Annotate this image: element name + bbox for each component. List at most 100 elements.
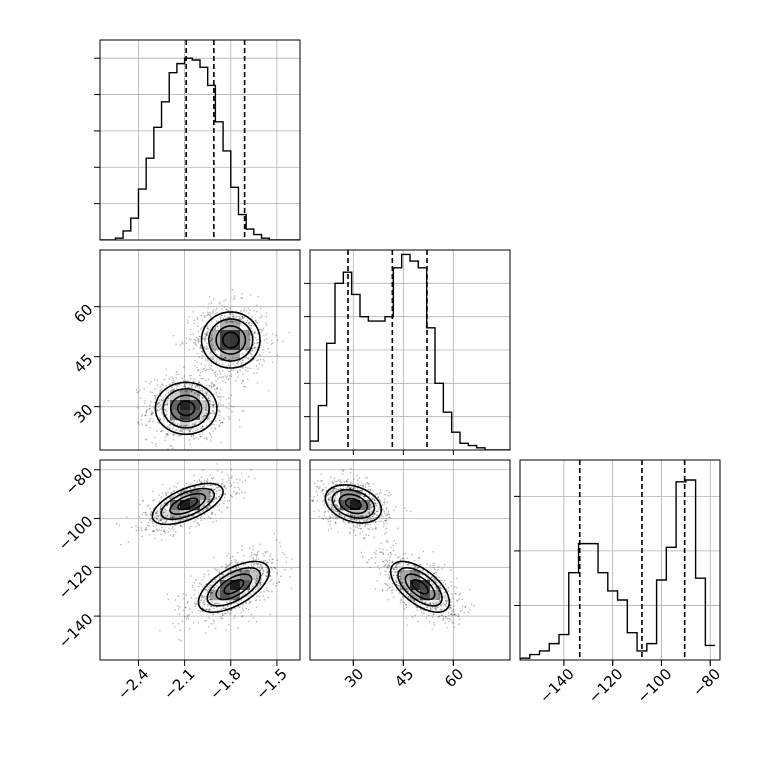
- scatter-point: [346, 486, 348, 489]
- scatter-point: [222, 380, 224, 382]
- scatter-point: [248, 322, 250, 324]
- scatter-point: [367, 523, 369, 526]
- x-tick-label: 60: [441, 665, 467, 691]
- scatter-point: [432, 613, 435, 616]
- scatter-point: [218, 414, 220, 416]
- scatter-point: [337, 488, 340, 491]
- scatter-point: [137, 526, 139, 529]
- scatter-point: [247, 594, 249, 597]
- scatter-point: [353, 515, 356, 518]
- scatter-point: [188, 532, 191, 534]
- scatter-point: [171, 517, 174, 519]
- scatter-point: [250, 327, 252, 329]
- density-cell: [170, 410, 181, 421]
- scatter-point: [241, 604, 244, 606]
- scatter-point: [207, 348, 209, 351]
- scatter-point: [247, 608, 250, 611]
- scatter-point: [198, 335, 201, 338]
- scatter-point: [393, 509, 395, 511]
- scatter-point: [211, 334, 213, 337]
- scatter-point: [279, 575, 282, 578]
- scatter-point: [398, 582, 400, 585]
- scatter-point: [223, 357, 226, 360]
- contour-mode-0-level-2: [162, 388, 211, 429]
- scatter-point: [172, 489, 175, 492]
- scatter-point: [359, 484, 362, 487]
- scatter-point: [253, 347, 256, 350]
- density-cell: [230, 330, 241, 341]
- scatter-point: [254, 319, 256, 322]
- scatter-point: [387, 564, 389, 566]
- scatter-point: [200, 583, 202, 586]
- scatter-point: [156, 403, 159, 405]
- scatter-point: [211, 511, 213, 513]
- scatter-point: [402, 553, 405, 556]
- scatter-point: [204, 414, 207, 417]
- scatter-point: [241, 410, 244, 413]
- scatter-point: [458, 593, 460, 596]
- scatter-point: [237, 600, 240, 603]
- scatter-point: [245, 607, 248, 610]
- scatter-point: [206, 338, 208, 340]
- scatter-point: [179, 430, 182, 432]
- scatter-point: [156, 409, 159, 411]
- scatter-point: [214, 427, 216, 430]
- scatter-point: [166, 425, 168, 428]
- contour-mode-0-level-3: [154, 381, 218, 436]
- scatter-point: [198, 385, 201, 388]
- scatter-point: [160, 505, 162, 507]
- scatter-point: [329, 496, 332, 499]
- scatter-point: [145, 414, 147, 416]
- scatter-point: [439, 604, 442, 607]
- scatter-point: [256, 382, 259, 384]
- scatter-point: [194, 421, 197, 424]
- scatter-point: [210, 517, 212, 519]
- scatter-point: [216, 388, 218, 390]
- scatter-point: [382, 521, 385, 523]
- scatter-point: [214, 488, 216, 491]
- scatter-point: [201, 355, 204, 357]
- scatter-point: [264, 550, 266, 553]
- scatter-point: [208, 598, 211, 601]
- scatter-point: [395, 566, 397, 568]
- scatter-point: [399, 562, 401, 565]
- scatter-point: [230, 320, 232, 323]
- scatter-point: [172, 421, 174, 424]
- scatter-point: [213, 328, 216, 331]
- scatter-point: [338, 507, 340, 510]
- scatter-point: [405, 603, 407, 606]
- scatter-point: [164, 409, 166, 411]
- scatter-point: [213, 607, 215, 610]
- scatter-point: [226, 601, 228, 603]
- scatter-point: [200, 377, 203, 380]
- scatter-point: [383, 582, 386, 585]
- scatter-point: [165, 374, 168, 377]
- scatter-point: [210, 412, 212, 414]
- scatter-point: [181, 389, 184, 392]
- scatter-point: [225, 399, 228, 401]
- scatter-point: [158, 402, 160, 404]
- scatter-point: [237, 370, 239, 373]
- scatter-point: [145, 527, 148, 529]
- scatter-point: [379, 501, 382, 503]
- scatter-point: [164, 522, 166, 524]
- scatter-point: [418, 556, 420, 559]
- contour-mode-1-level-1: [215, 325, 247, 355]
- scatter-point: [449, 606, 452, 609]
- scatter-point: [383, 565, 385, 567]
- scatter-point: [426, 606, 428, 609]
- scatter-point: [339, 479, 342, 481]
- histogram-panel-1: [304, 249, 511, 451]
- scatter-point: [217, 395, 219, 398]
- scatter-point: [433, 578, 436, 580]
- scatter-point: [416, 606, 419, 609]
- density-1-points: [115, 463, 293, 642]
- scatter-point: [358, 524, 361, 526]
- scatter-point: [172, 379, 175, 381]
- scatter-point: [390, 553, 393, 555]
- scatter-point: [432, 578, 435, 580]
- scatter-point: [196, 384, 198, 387]
- scatter-point: [301, 501, 303, 503]
- scatter-point: [260, 314, 263, 317]
- scatter-point: [385, 540, 388, 543]
